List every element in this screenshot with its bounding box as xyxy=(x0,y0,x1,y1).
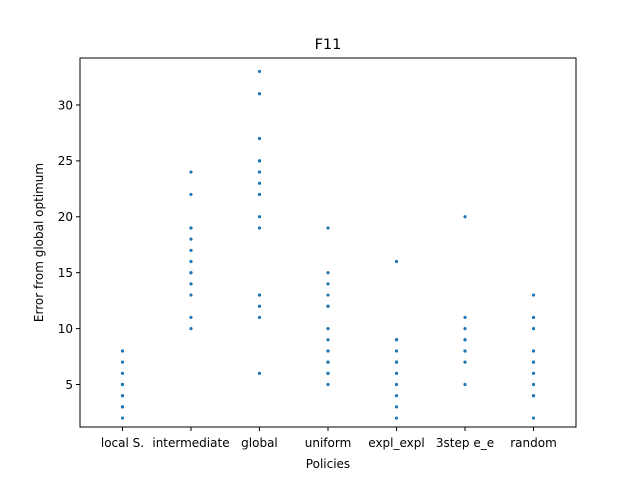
data-point xyxy=(120,349,125,353)
data-point xyxy=(394,394,399,398)
data-point xyxy=(189,271,193,275)
x-tick-label: 3step e_e xyxy=(436,436,494,450)
data-point xyxy=(463,349,467,353)
data-point xyxy=(189,259,193,264)
data-points xyxy=(120,69,536,420)
data-point xyxy=(257,69,262,74)
data-point xyxy=(189,237,193,241)
data-point xyxy=(257,136,262,141)
y-axis-ticks: 5 10 15 20 25 30 xyxy=(58,98,80,392)
y-tick-label: 25 xyxy=(58,154,73,168)
data-point xyxy=(531,349,536,353)
x-tick-label: local S. xyxy=(101,436,144,450)
x-tick-label: random xyxy=(510,436,557,450)
data-point xyxy=(394,371,399,375)
data-point xyxy=(531,416,536,420)
data-point xyxy=(326,293,330,297)
data-point xyxy=(120,360,125,364)
data-point xyxy=(394,338,399,342)
x-axis-ticks: local S. intermediate global uniform expl_ex… xyxy=(101,427,557,450)
y-axis-label: Error from global optimum xyxy=(32,163,46,322)
data-point xyxy=(463,315,467,320)
data-point xyxy=(463,360,467,364)
y-tick-label: 10 xyxy=(58,322,73,336)
y-tick-label: 20 xyxy=(58,210,73,224)
data-point xyxy=(463,327,467,331)
data-point xyxy=(531,394,536,398)
data-point xyxy=(394,416,399,420)
data-point xyxy=(257,181,262,185)
data-point xyxy=(189,248,193,252)
data-point xyxy=(463,382,467,387)
data-point xyxy=(120,394,125,398)
data-point xyxy=(257,304,262,308)
data-point xyxy=(257,92,262,96)
data-point xyxy=(326,349,330,353)
data-point xyxy=(463,338,467,342)
data-point xyxy=(463,215,467,219)
data-point xyxy=(189,282,193,286)
data-point xyxy=(189,226,193,230)
data-point xyxy=(326,282,330,286)
x-tick-label: expl_expl xyxy=(368,436,424,450)
data-point xyxy=(257,159,262,163)
data-point xyxy=(326,304,330,308)
data-point xyxy=(326,327,330,331)
data-point xyxy=(326,226,330,230)
data-point xyxy=(326,382,330,387)
data-point xyxy=(257,170,262,174)
data-point xyxy=(189,170,193,174)
data-point xyxy=(257,192,262,197)
data-point xyxy=(120,416,125,420)
x-tick-label: global xyxy=(241,436,278,450)
data-point xyxy=(120,405,125,409)
data-point xyxy=(257,293,262,297)
data-point xyxy=(394,349,399,353)
data-point xyxy=(394,405,399,409)
y-tick-label: 15 xyxy=(58,266,73,280)
data-point xyxy=(531,327,536,331)
data-point xyxy=(326,360,330,364)
data-point xyxy=(326,371,330,375)
data-point xyxy=(394,360,399,364)
data-point xyxy=(531,360,536,364)
x-tick-label: uniform xyxy=(305,436,352,450)
data-point xyxy=(531,293,536,297)
chart-title: F11 xyxy=(315,37,342,53)
data-point xyxy=(189,315,193,320)
y-tick-label: 5 xyxy=(65,378,73,392)
data-point xyxy=(531,315,536,320)
x-axis-label: Policies xyxy=(306,457,350,471)
data-point xyxy=(531,382,536,387)
data-point xyxy=(257,371,262,375)
data-point xyxy=(326,338,330,342)
x-tick-label: intermediate xyxy=(152,436,229,450)
data-point xyxy=(394,382,399,387)
data-point xyxy=(120,382,125,387)
data-point xyxy=(257,226,262,230)
data-point xyxy=(394,259,399,264)
data-point xyxy=(531,371,536,375)
y-tick-label: 30 xyxy=(58,98,73,112)
data-point xyxy=(189,293,193,297)
data-point xyxy=(120,371,125,375)
data-point xyxy=(326,271,330,275)
data-point xyxy=(189,327,193,331)
data-point xyxy=(189,192,193,197)
data-point xyxy=(257,315,262,320)
data-point xyxy=(257,215,262,219)
plot-frame xyxy=(79,57,577,428)
